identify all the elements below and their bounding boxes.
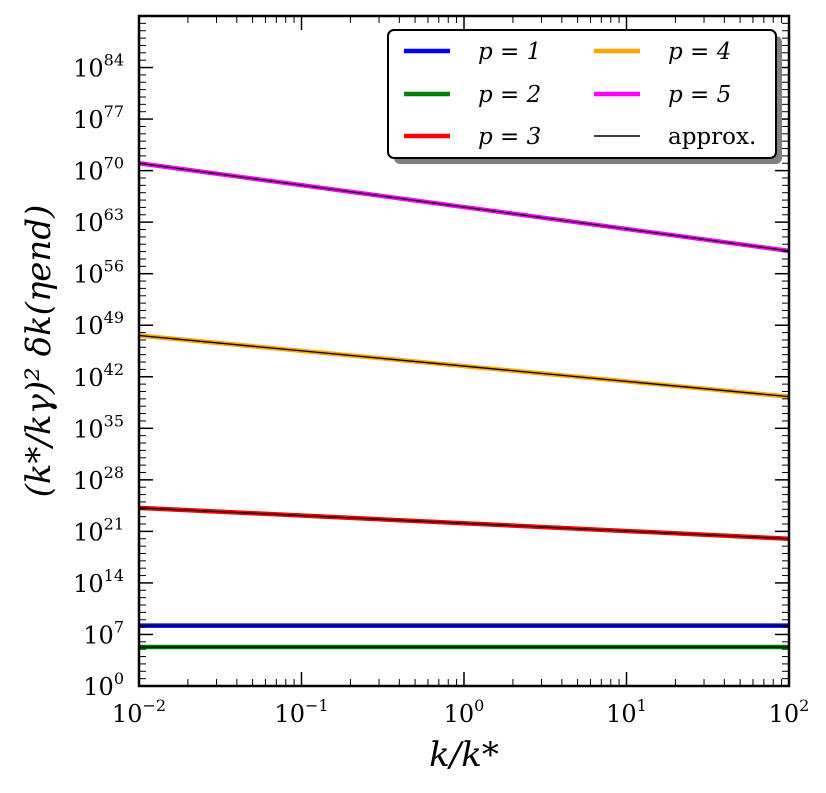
legend: p = 1 p = 4 p = 2 p = 5 p = 3 approx. — [387, 29, 782, 164]
y-tick-label: 100 — [83, 669, 124, 701]
legend-label: p = 4 — [668, 39, 731, 65]
legend-box — [387, 29, 777, 159]
legend-label: p = 3 — [478, 124, 541, 150]
legend-label: p = 1 — [478, 39, 541, 65]
x-tick-label: 10−2 — [112, 696, 166, 728]
x-tick-label: 101 — [606, 696, 647, 728]
legend-label: p = 5 — [668, 82, 731, 108]
y-tick-label: 1084 — [73, 51, 124, 83]
x-tick-label: 100 — [444, 696, 485, 728]
y-tick-label: 1035 — [73, 411, 124, 443]
y-tick-label: 1042 — [73, 360, 124, 392]
y-tick-label: 1056 — [73, 257, 124, 289]
x-tick-label: 10−1 — [274, 696, 328, 728]
x-tick-labels: 10−2 10−1 100 101 102 — [112, 696, 809, 728]
y-tick-label: 1014 — [73, 566, 124, 598]
x-tick-label: 102 — [769, 696, 810, 728]
series-layer — [138, 161, 790, 650]
y-tick-label: 1028 — [73, 463, 124, 495]
approx-line-p5 — [138, 162, 790, 252]
y-tick-label: 107 — [83, 617, 124, 649]
legend-label: approx. — [668, 124, 756, 150]
y-tick-label: 1070 — [73, 154, 124, 186]
x-axis-label: k/k* — [429, 735, 499, 775]
legend-entries: p = 1 p = 4 p = 2 p = 5 p = 3 approx. — [404, 39, 756, 150]
approx-line-p4 — [138, 334, 790, 398]
legend-label: p = 2 — [478, 82, 541, 108]
y-tick-label: 1049 — [73, 308, 124, 340]
y-tick-label: 1063 — [73, 205, 124, 237]
ticks-layer — [138, 16, 790, 687]
y-tick-labels: 100 107 1014 1021 1028 1035 1042 1049 1056 1063 10… — [73, 51, 124, 701]
y-tick-label: 1021 — [73, 514, 124, 546]
approx-line-p3 — [138, 507, 790, 540]
y-tick-label: 1077 — [73, 102, 124, 134]
y-axis-label: (k*/kγ)² δk(ηend) — [19, 205, 59, 498]
